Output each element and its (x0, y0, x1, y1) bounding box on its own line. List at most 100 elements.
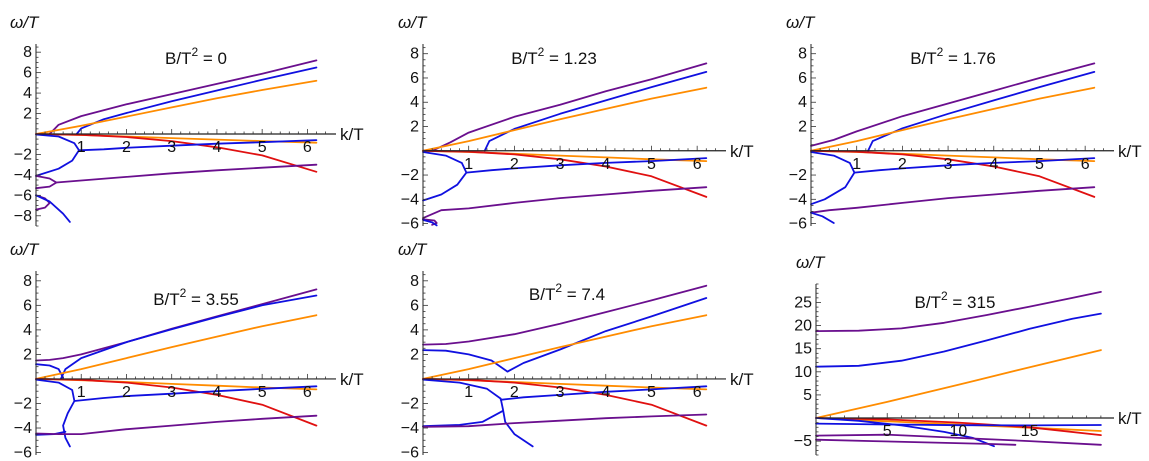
x-axis-label: k/T (730, 370, 754, 389)
series-line-8 (35, 175, 58, 190)
y-tick-label: 4 (410, 94, 419, 111)
series-line-11 (35, 194, 71, 223)
chart-panel-2: 1 2 3 4 5 6 −6 −4 −2 2 4 6 8 ω/T k/T B/T2 = 1.23 (398, 13, 754, 233)
x-tick-label: 6 (303, 384, 312, 401)
y-tick-label: 6 (410, 70, 419, 87)
x-tick-label: 10 (950, 423, 968, 440)
y-tick-label: 15 (794, 341, 812, 358)
y-tick-label: 8 (410, 273, 419, 290)
x-tick-label: 5 (1035, 156, 1044, 173)
series-line-6 (810, 151, 856, 206)
x-tick-label: 1 (852, 156, 861, 173)
x-tick-label: 4 (601, 384, 610, 401)
series-line-3 (60, 294, 318, 380)
x-axis-label: k/T (340, 370, 364, 389)
x-tick-label: 5 (258, 139, 267, 156)
x-tick-label: 3 (944, 156, 953, 173)
x-tick-label: 3 (167, 139, 176, 156)
series-line-2 (422, 349, 509, 373)
series-line-6 (422, 378, 708, 427)
series-line-8 (815, 433, 1102, 446)
y-axis-label: ω/T (398, 240, 428, 259)
x-tick-label: 4 (601, 156, 610, 173)
y-axis-label: ω/T (398, 13, 428, 32)
chart-title: B/T2 = 315 (915, 289, 996, 312)
y-tick-label: 2 (23, 346, 32, 363)
chart-panel-1: 1 2 3 4 5 6 −8 −6 −4 −2 2 4 6 8 ω/T k/T B/T2 = 0 (10, 13, 364, 227)
y-tick-label: −2 (401, 167, 419, 184)
chart-title: B/T2 = 3.55 (153, 286, 239, 309)
series-line-6 (35, 133, 80, 177)
y-tick-label: −6 (14, 445, 32, 461)
y-axis-label: ω/T (796, 253, 826, 272)
series-line-5 (815, 417, 1102, 436)
x-tick-label: 5 (647, 156, 656, 173)
series-line-2 (75, 66, 318, 135)
x-tick-label: 4 (212, 384, 221, 401)
y-tick-label: −6 (14, 187, 32, 204)
y-tick-label: 6 (798, 70, 807, 87)
x-axis-label: k/T (1118, 142, 1142, 161)
series-line-7 (465, 157, 708, 174)
y-axis-label: ω/T (786, 13, 816, 32)
series-line-9 (422, 409, 504, 428)
y-axis-label: ω/T (10, 240, 40, 259)
series-line-9 (815, 438, 1017, 446)
y-tick-label: 2 (410, 346, 419, 363)
x-tick-label: 2 (510, 156, 519, 173)
y-tick-label: 2 (410, 119, 419, 136)
y-axis-label: ω/T (10, 13, 40, 32)
series-line-9 (810, 211, 835, 224)
chart-panel-5: 1 2 3 4 5 6 −6 −4 −2 2 4 6 8 ω/T k/T B/T2 = 7.4 (398, 240, 754, 461)
series-line-3 (35, 79, 318, 135)
x-tick-label: 6 (1081, 156, 1090, 173)
chart-title: B/T2 = 7.4 (529, 281, 605, 304)
series-line-8 (422, 186, 708, 219)
series-line-10 (35, 414, 318, 435)
chart-panel-6: 5 10 15 −5 5 10 15 20 25 ω/T k/T B/T2 = 315 (794, 253, 1142, 456)
series-line-8 (499, 385, 708, 401)
series-line-3 (422, 86, 708, 152)
series-line-9 (55, 163, 318, 184)
y-tick-label: −4 (14, 167, 32, 184)
x-tick-label: 6 (693, 156, 702, 173)
x-tick-label: 5 (258, 384, 267, 401)
x-tick-label: 6 (303, 139, 312, 156)
x-tick-label: 1 (77, 139, 86, 156)
y-tick-label: 6 (23, 297, 32, 314)
y-tick-label: −5 (794, 433, 812, 450)
series-line-4 (422, 314, 708, 380)
x-tick-label: 2 (122, 384, 131, 401)
series-line-8 (810, 186, 1096, 214)
y-tick-label: 8 (798, 46, 807, 63)
series-line-10 (422, 219, 438, 227)
y-tick-label: −4 (401, 191, 419, 208)
y-tick-label: −4 (789, 191, 807, 208)
y-tick-label: 25 (794, 294, 812, 311)
y-tick-label: −2 (14, 146, 32, 163)
series-line-7 (78, 139, 318, 152)
y-tick-label: −6 (401, 445, 419, 461)
y-tick-label: −6 (401, 216, 419, 233)
x-tick-label: 1 (77, 384, 86, 401)
y-tick-label: 6 (23, 65, 32, 82)
series-line-5 (810, 149, 1096, 198)
y-tick-label: 4 (23, 322, 32, 339)
series-line-3 (815, 349, 1102, 419)
y-tick-label: 4 (410, 322, 419, 339)
series-line-7 (815, 422, 1102, 427)
x-tick-label: 5 (647, 384, 656, 401)
chart-title: B/T2 = 1.23 (511, 45, 597, 68)
y-tick-label: −2 (789, 167, 807, 184)
x-tick-label: 5 (883, 423, 892, 440)
x-axis-label: k/T (730, 142, 754, 161)
chart-panel-4: 1 2 3 4 5 6 −6 −4 −2 2 4 6 8 ω/T k/T B/T2 = 3.55 (10, 240, 364, 461)
y-tick-label: −2 (401, 395, 419, 412)
y-tick-label: 4 (798, 94, 807, 111)
x-tick-label: 3 (556, 156, 565, 173)
x-tick-label: 2 (122, 139, 131, 156)
series-line-7 (422, 378, 534, 448)
series-line-4 (35, 314, 318, 380)
chart-title: B/T2 = 1.76 (910, 45, 996, 68)
